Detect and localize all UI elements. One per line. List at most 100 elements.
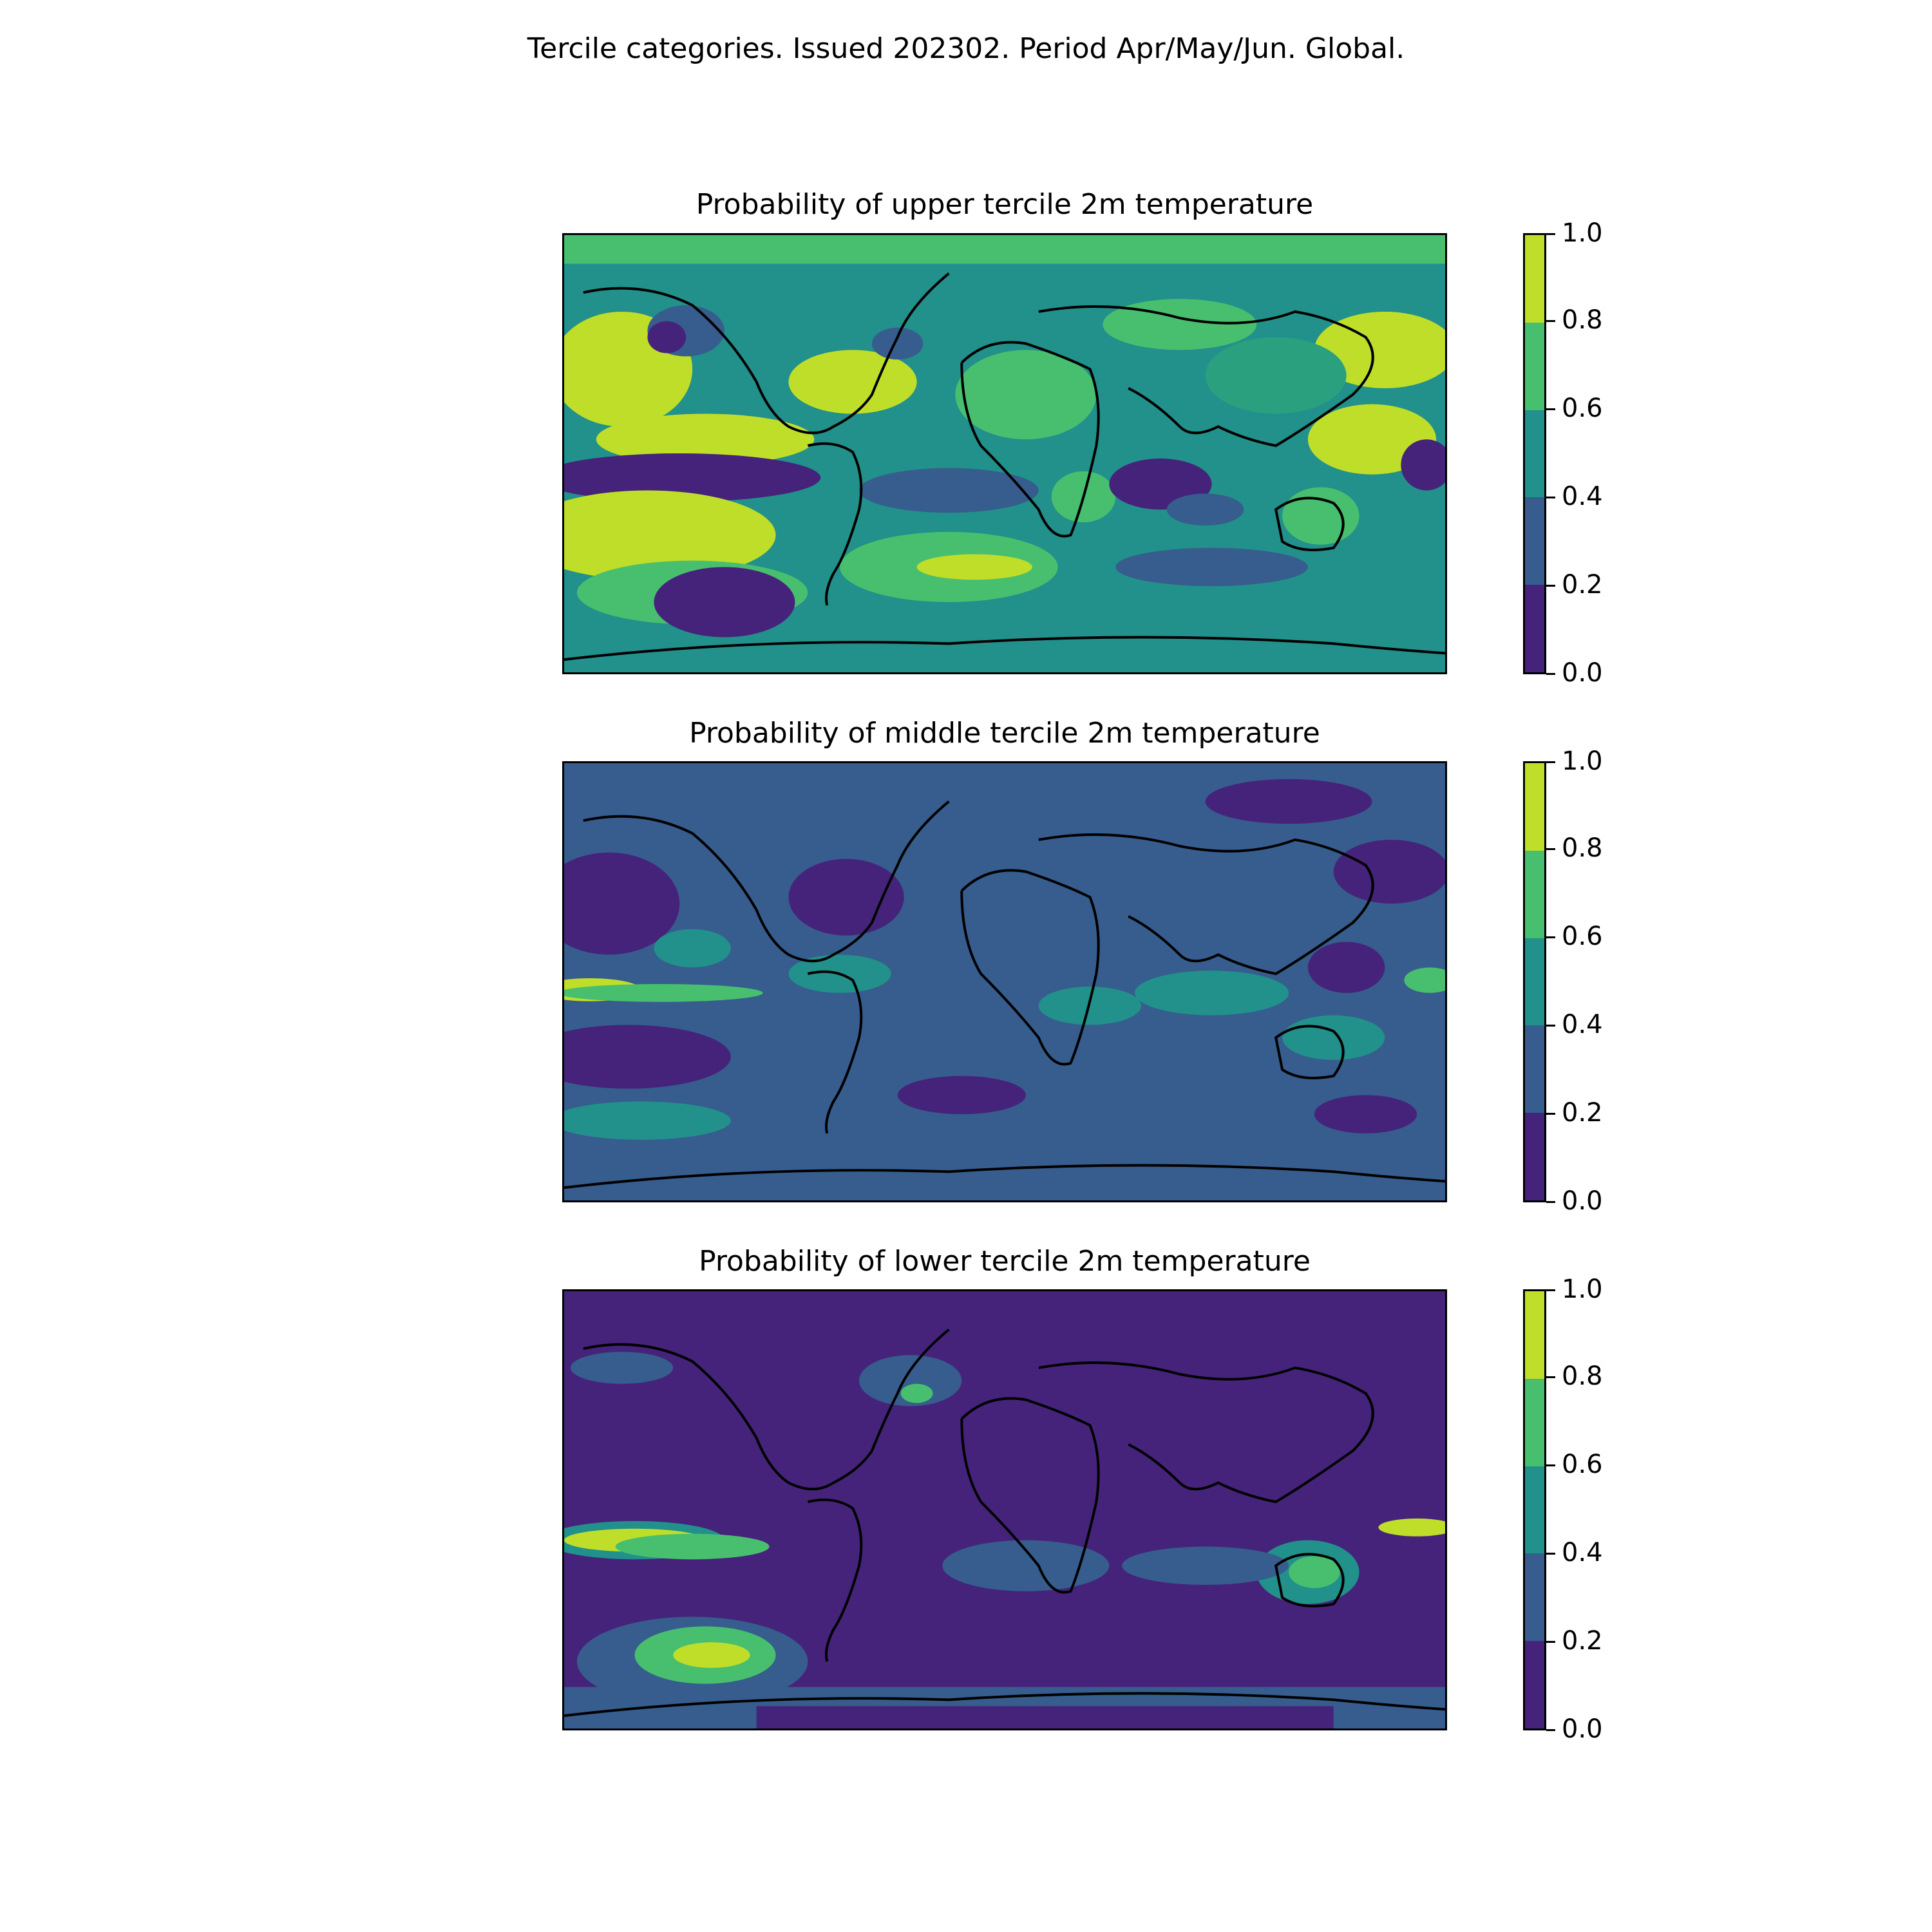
region	[564, 852, 680, 955]
map-upper-tercile	[562, 233, 1447, 674]
region	[788, 858, 904, 936]
colorbar-tick	[1546, 1289, 1555, 1291]
region	[858, 468, 1039, 513]
colorbar-label: 0.4	[1562, 1538, 1603, 1567]
region	[1205, 779, 1372, 824]
region	[1122, 1546, 1289, 1585]
colorbar-tick	[1546, 848, 1555, 850]
colorbar-label: 0.6	[1562, 393, 1603, 423]
region	[1282, 1015, 1385, 1060]
colorbar-label: 0.8	[1562, 305, 1603, 335]
panel-title-lower: Probability of lower tercile 2m temperat…	[699, 1245, 1311, 1278]
colorbar-segment	[1525, 497, 1544, 585]
region	[1282, 487, 1359, 545]
map-lower-tercile	[562, 1289, 1447, 1730]
region	[596, 413, 815, 465]
region	[1404, 967, 1445, 993]
region	[1333, 839, 1445, 904]
region	[916, 554, 1032, 580]
region	[564, 490, 776, 580]
colorbar-tick	[1546, 408, 1555, 410]
region	[897, 1075, 1026, 1115]
colorbar-segment	[1525, 938, 1544, 1026]
colorbar-label: 0.0	[1562, 658, 1603, 688]
colorbar-middle	[1523, 761, 1546, 1202]
colorbar-tick	[1546, 936, 1555, 938]
region	[756, 1706, 1334, 1728]
map-middle-svg	[564, 779, 1445, 1189]
colorbar-tick	[1546, 320, 1555, 322]
colorbar-segment	[1525, 850, 1544, 938]
colorbar-label: 0.8	[1562, 1361, 1603, 1391]
colorbar-tick	[1546, 1376, 1555, 1378]
colorbar-segment	[1525, 1378, 1544, 1466]
region	[1289, 1556, 1340, 1588]
colorbar-tick	[1546, 1641, 1555, 1643]
region	[647, 321, 687, 354]
region	[654, 567, 795, 638]
colorbar-label: 0.2	[1562, 1626, 1603, 1656]
coastlines	[564, 272, 1445, 661]
colorbar-tick	[1546, 1025, 1555, 1027]
region	[564, 235, 1445, 264]
colorbar-segment	[1525, 1113, 1544, 1200]
colorbar-segment	[1525, 1291, 1544, 1379]
panel-title-middle: Probability of middle tercile 2m tempera…	[689, 717, 1320, 750]
colorbar-segment	[1525, 410, 1544, 498]
colorbar-tick	[1546, 1464, 1555, 1466]
colorbar-tick	[1546, 1553, 1555, 1555]
region	[858, 1355, 962, 1406]
colorbar-tick	[1546, 497, 1555, 498]
panel-title-upper: Probability of upper tercile 2m temperat…	[696, 188, 1314, 221]
colorbar-tick	[1546, 1113, 1555, 1115]
colorbar-segment	[1525, 1025, 1544, 1113]
region	[564, 453, 821, 502]
colorbar-segment	[1525, 235, 1544, 323]
region	[564, 1101, 731, 1140]
region	[788, 350, 917, 414]
map-lower-svg	[564, 1328, 1445, 1728]
colorbar-label: 1.0	[1562, 746, 1603, 776]
region	[1314, 1095, 1417, 1133]
colorbar-label: 0.8	[1562, 833, 1603, 863]
region	[1115, 547, 1308, 587]
colorbar-label: 0.2	[1562, 1098, 1603, 1128]
colorbar-label: 1.0	[1562, 1274, 1603, 1304]
colorbar-tick	[1546, 1729, 1555, 1731]
region	[1103, 299, 1257, 350]
colorbar-lower	[1523, 1289, 1546, 1730]
region	[654, 929, 731, 968]
region	[1166, 493, 1244, 526]
colorbar-upper	[1523, 233, 1546, 674]
colorbar-tick	[1546, 233, 1555, 235]
colorbar-label: 0.4	[1562, 1010, 1603, 1039]
colorbar-tick	[1546, 761, 1555, 763]
region	[955, 350, 1097, 440]
region	[942, 1540, 1110, 1591]
colorbar-segment	[1525, 1466, 1544, 1554]
region	[871, 327, 923, 360]
region	[1314, 311, 1445, 388]
region	[1401, 439, 1445, 491]
map-upper-svg	[564, 235, 1445, 672]
region	[1378, 1518, 1445, 1537]
figure-title: Tercile categories. Issued 202302. Perio…	[527, 32, 1405, 65]
colorbar-segment	[1525, 1553, 1544, 1642]
colorbar-label: 0.0	[1562, 1714, 1603, 1744]
coastlines	[564, 800, 1445, 1189]
colorbar-segment	[1525, 1641, 1544, 1728]
region	[564, 983, 763, 1002]
colorbar-label: 0.6	[1562, 1450, 1603, 1479]
colorbar-tick	[1546, 585, 1555, 587]
region	[673, 1642, 750, 1668]
region	[900, 1383, 933, 1403]
colorbar-tick	[1546, 673, 1555, 675]
colorbar-label: 0.2	[1562, 570, 1603, 600]
colorbar-tick	[1546, 1201, 1555, 1203]
region	[1205, 337, 1347, 414]
region	[564, 643, 1445, 672]
colorbar-segment	[1525, 585, 1544, 672]
region	[1307, 942, 1385, 993]
region	[1135, 971, 1289, 1016]
colorbar-label: 1.0	[1562, 218, 1603, 248]
